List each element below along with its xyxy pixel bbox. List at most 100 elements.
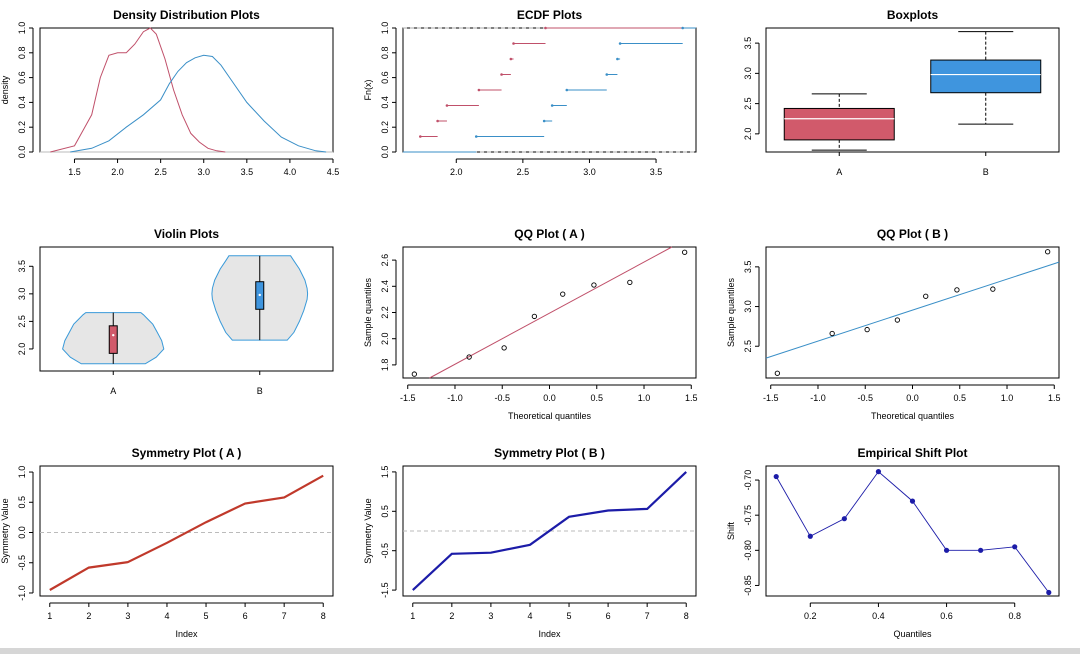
- panel-density: Density Distribution Plots 1.5 2.0 2.5 3.0 3.…: [0, 8, 339, 177]
- x-axis-label: Quantiles: [893, 629, 932, 639]
- y-tick-label: 0.4: [17, 96, 27, 109]
- ecdf-point-B: [618, 42, 622, 45]
- plot-frame: [765, 27, 1060, 153]
- x-tick-label: 2.5: [154, 167, 167, 177]
- x-tick-label: 1.5: [685, 393, 698, 403]
- panel-title: ECDF Plots: [517, 8, 583, 22]
- x-axis-label: Index: [175, 629, 198, 639]
- x-tick-label: 2: [86, 611, 91, 621]
- y-tick-label: 0.8: [17, 47, 27, 60]
- y-axis-label: density: [0, 75, 10, 104]
- x-tick-label: 1: [410, 611, 415, 621]
- y-tick-label: -1.5: [380, 582, 390, 598]
- qq-point: [682, 249, 688, 255]
- x-tick-label: -1.5: [763, 393, 779, 403]
- qq-point: [531, 313, 538, 320]
- shift-point: [1046, 589, 1052, 596]
- y-tick-label: 0.2: [380, 121, 390, 134]
- shift-line: [775, 470, 1050, 593]
- x-tick-label: A: [836, 167, 842, 177]
- x-tick-label: 2.5: [517, 167, 530, 177]
- x-tick-label: 0.5: [954, 393, 967, 403]
- x-tick-label: A: [110, 386, 116, 396]
- plot-frame: [765, 465, 1060, 597]
- y-tick-label: 0.6: [380, 71, 390, 84]
- panel-boxplots: Boxplots A B 2.0 2.5 3.0 3.5: [743, 8, 1060, 177]
- x-tick-label: 3.0: [197, 167, 210, 177]
- ecdf-point-A: [445, 104, 449, 107]
- x-tick-label: 0.2: [804, 611, 817, 621]
- x-tick-label: 3: [488, 611, 493, 621]
- x-tick-label: 8: [684, 611, 689, 621]
- x-tick-label: 0.0: [906, 393, 919, 403]
- symmetry-line: [49, 474, 324, 591]
- x-tick-label: 2: [449, 611, 454, 621]
- x-tick-label: -0.5: [494, 393, 510, 403]
- panel-title: Violin Plots: [154, 227, 219, 241]
- y-tick-label: -0.5: [17, 555, 27, 571]
- x-tick-label: 1: [47, 611, 52, 621]
- y-tick-label: 0.8: [380, 47, 390, 60]
- x-tick-label: 5: [204, 611, 209, 621]
- panel-qq_b: QQ Plot ( B ) -1.5 -1.0 -0.5 0.0 0.5 1.0 1.5 2.5…: [726, 227, 1061, 421]
- plot-frame: [765, 246, 1060, 379]
- x-tick-label: 6: [606, 611, 611, 621]
- y-tick-label: 3.5: [743, 261, 753, 274]
- panel-ecdf: ECDF Plots 2.0 2.5 3.0 3.5 0.0 0.2 0.4 0.6 0.8 1.0…: [363, 8, 697, 177]
- shift-point: [807, 533, 813, 539]
- x-axis-label: Theoretical quantiles: [508, 411, 592, 421]
- ecdf-point-B: [542, 119, 546, 123]
- panel-title: Symmetry Plot ( A ): [132, 446, 242, 460]
- x-tick-label: 4.5: [327, 167, 340, 177]
- y-tick-label: 2.5: [17, 315, 27, 328]
- violin-median-A: [112, 333, 115, 337]
- shift-point: [1012, 544, 1018, 550]
- ecdf-point-A: [436, 119, 439, 123]
- y-axis-label: Shift: [726, 521, 736, 540]
- y-tick-label: 1.0: [17, 466, 27, 479]
- window-bottom-bar: [0, 648, 1080, 654]
- x-tick-label: 0.0: [543, 393, 556, 403]
- y-tick-label: 1.0: [380, 22, 390, 35]
- y-tick-label: -0.70: [743, 470, 753, 491]
- x-tick-label: 7: [282, 611, 287, 621]
- ecdf-point-A: [419, 135, 422, 138]
- y-tick-label: 0.6: [17, 71, 27, 84]
- plot-frame: [39, 465, 334, 597]
- x-tick-label: 8: [321, 611, 326, 621]
- x-tick-label: 0.4: [872, 611, 885, 621]
- x-tick-label: 5: [567, 611, 572, 621]
- x-tick-label: 1.0: [638, 393, 651, 403]
- panel-sym_a: Symmetry Plot ( A ) 1 2 3 4 5 6 7 8 -1.0 -0.5 0.0 0.…: [0, 446, 334, 639]
- y-tick-label: 2.5: [743, 97, 753, 110]
- plot-frame: [402, 246, 697, 379]
- y-tick-label: 3.0: [743, 67, 753, 80]
- y-tick-label: 0.0: [380, 146, 390, 159]
- qq-point: [923, 293, 929, 299]
- qq-point: [829, 330, 835, 337]
- symmetry-line: [412, 471, 687, 591]
- ecdf-point-B: [616, 57, 619, 61]
- density-series-B: [70, 54, 327, 153]
- ecdf-point-A: [509, 57, 513, 61]
- x-tick-label: 6: [243, 611, 248, 621]
- x-tick-label: -0.5: [857, 393, 873, 403]
- x-tick-label: 0.8: [1008, 611, 1021, 621]
- ecdf-point-A: [512, 42, 515, 45]
- qq-point: [560, 291, 566, 297]
- panel-qq_a: QQ Plot ( A ) -1.5 -1.0 -0.5 0.0 0.5 1.0 1.5 1.8…: [363, 227, 698, 421]
- shift-point: [909, 498, 916, 504]
- qq-point: [1045, 249, 1051, 255]
- ecdf-point-B: [565, 88, 569, 92]
- qq-point: [501, 345, 507, 351]
- ecdf-point-A: [544, 26, 547, 30]
- panel-title: Density Distribution Plots: [113, 8, 260, 22]
- y-tick-label: -0.85: [743, 575, 753, 596]
- x-tick-label: 4.0: [284, 167, 297, 177]
- x-tick-label: B: [983, 167, 989, 177]
- y-tick-label: 1.5: [380, 466, 390, 479]
- plot-frame: [39, 246, 334, 372]
- y-tick-label: 3.5: [743, 37, 753, 50]
- box-B: [930, 59, 1042, 94]
- panel-shift: Empirical Shift Plot 0.2 0.4 0.6 0.8 -0.85 -0.…: [726, 446, 1060, 639]
